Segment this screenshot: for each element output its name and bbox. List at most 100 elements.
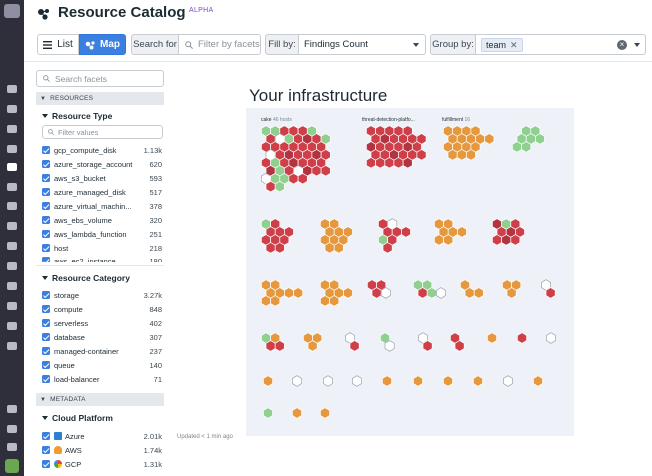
checkbox[interactable]: [42, 291, 50, 299]
facet-row-resource-type[interactable]: host 218: [42, 242, 162, 254]
host-hex[interactable]: [380, 287, 391, 299]
checkbox[interactable]: [42, 257, 50, 262]
host-hex[interactable]: [434, 234, 444, 246]
facet-row-resource-category[interactable]: managed-container 237: [42, 345, 162, 357]
facet-row-resource-type[interactable]: gcp_compute_disk 1.13k: [42, 144, 162, 156]
group-by-select[interactable]: team ✕ ×: [476, 34, 646, 55]
host-hex[interactable]: [521, 141, 532, 153]
host-hex[interactable]: [274, 340, 285, 352]
checkbox[interactable]: [42, 188, 50, 196]
host-hex[interactable]: [323, 375, 333, 387]
facet-row-resource-category[interactable]: queue 140: [42, 359, 162, 371]
host-hex[interactable]: [292, 375, 302, 387]
checkbox[interactable]: [42, 333, 50, 341]
map-view-button[interactable]: Map: [79, 34, 126, 55]
settings-nav-icon[interactable]: [7, 322, 17, 330]
host-hex[interactable]: [413, 375, 423, 387]
group-by-chip[interactable]: team ✕: [481, 38, 523, 52]
facet-row-resource-category[interactable]: serverless 402: [42, 317, 162, 329]
group-label-cake[interactable]: cake 46 hosts: [261, 117, 292, 123]
host-hex[interactable]: [422, 340, 433, 352]
host-hex[interactable]: [293, 287, 304, 299]
facet-row-resource-type[interactable]: azure_storage_account 620: [42, 158, 162, 170]
checkbox[interactable]: [42, 216, 50, 224]
host-hex[interactable]: [265, 242, 276, 254]
host-hex[interactable]: [506, 287, 517, 299]
facet-row-cloud-platform[interactable]: AWS 1.74k: [42, 444, 162, 456]
resources-section-header[interactable]: ▼ RESOURCES: [36, 92, 164, 105]
host-hex[interactable]: [265, 180, 276, 193]
checkbox[interactable]: [42, 146, 50, 154]
bug-nav-icon[interactable]: [7, 183, 17, 191]
facet-row-resource-category[interactable]: database 307: [42, 331, 162, 343]
host-hex[interactable]: [402, 157, 413, 169]
facet-row-resource-type[interactable]: azure_virtual_machin... 378: [42, 200, 162, 212]
host-hex[interactable]: [297, 172, 308, 185]
shield-nav-icon[interactable]: [7, 302, 17, 310]
filter-values-input[interactable]: Filter values: [42, 125, 163, 139]
host-hex[interactable]: [456, 149, 467, 161]
host-hex[interactable]: [343, 287, 353, 299]
user-nav-icon[interactable]: [7, 443, 17, 451]
host-hex[interactable]: [333, 242, 344, 254]
chat-nav-icon[interactable]: [7, 405, 17, 413]
host-hex[interactable]: [263, 407, 273, 419]
integrations-nav-icon[interactable]: [7, 342, 17, 350]
dashboard-nav-icon[interactable]: [7, 125, 17, 133]
group-label-fulfillment[interactable]: fulfillment 16: [442, 117, 470, 123]
facet-row-resource-category[interactable]: storage 3.27k: [42, 289, 162, 301]
group-label-threat-detection[interactable]: threat-detection-platfo...: [362, 117, 415, 123]
host-hex[interactable]: [546, 332, 556, 344]
host-hex[interactable]: [517, 332, 527, 344]
facet-row-resource-type[interactable]: aws_ec2_instance 180: [42, 255, 162, 262]
host-hex[interactable]: [352, 375, 362, 387]
checkbox[interactable]: [42, 460, 50, 468]
facet-row-resource-type[interactable]: aws_lambda_function 251: [42, 228, 162, 240]
resource-category-facet-title[interactable]: Resource Category: [42, 273, 130, 283]
host-hex[interactable]: [263, 375, 273, 387]
host-hex[interactable]: [320, 164, 331, 177]
host-hex[interactable]: [436, 287, 446, 299]
fill-by-select[interactable]: Findings Count: [299, 34, 426, 55]
facet-row-resource-type[interactable]: aws_s3_bucket 593: [42, 172, 162, 184]
host-hex[interactable]: [464, 287, 475, 299]
host-hex[interactable]: [324, 242, 335, 254]
search-facets-input[interactable]: Search facets: [36, 70, 164, 87]
host-hex[interactable]: [382, 375, 392, 387]
list-view-button[interactable]: List: [37, 34, 79, 55]
metadata-section-header[interactable]: ▼ METADATA: [36, 393, 164, 406]
host-hex[interactable]: [484, 133, 495, 145]
host-hex[interactable]: [473, 287, 484, 299]
host-hex[interactable]: [401, 226, 411, 238]
logs-nav-icon[interactable]: [7, 242, 17, 250]
checkbox[interactable]: [42, 347, 50, 355]
host-hex[interactable]: [261, 295, 271, 307]
host-hex[interactable]: [393, 157, 404, 169]
host-hex[interactable]: [443, 375, 453, 387]
host-hex[interactable]: [492, 234, 502, 246]
host-hex[interactable]: [274, 180, 285, 193]
datadog-logo-icon[interactable]: [4, 4, 20, 18]
host-hex[interactable]: [447, 149, 458, 161]
host-hex[interactable]: [307, 340, 318, 352]
chevron-down-icon[interactable]: [634, 43, 640, 47]
facet-row-resource-type[interactable]: azure_managed_disk 517: [42, 186, 162, 198]
checkbox[interactable]: [42, 202, 50, 210]
host-hex[interactable]: [292, 407, 302, 419]
facet-row-resource-type[interactable]: aws_ebs_volume 320: [42, 214, 162, 226]
checkbox[interactable]: [42, 305, 50, 313]
network-nav-icon[interactable]: [7, 262, 17, 270]
host-hex[interactable]: [501, 234, 512, 246]
gauge-nav-icon[interactable]: [7, 202, 17, 210]
host-hex[interactable]: [426, 287, 437, 299]
facet-row-cloud-platform[interactable]: GCP 1.31k: [42, 458, 162, 470]
host-hex[interactable]: [533, 375, 543, 387]
resource-type-facet-title[interactable]: Resource Type: [42, 111, 112, 121]
host-hex[interactable]: [284, 287, 294, 299]
host-hex[interactable]: [510, 234, 521, 246]
facet-row-cloud-platform[interactable]: Azure 2.01k: [42, 430, 162, 442]
host-hex[interactable]: [349, 340, 360, 352]
binoculars-nav-icon[interactable]: [7, 105, 17, 113]
route-nav-icon[interactable]: [7, 222, 17, 230]
host-hex[interactable]: [320, 407, 330, 419]
